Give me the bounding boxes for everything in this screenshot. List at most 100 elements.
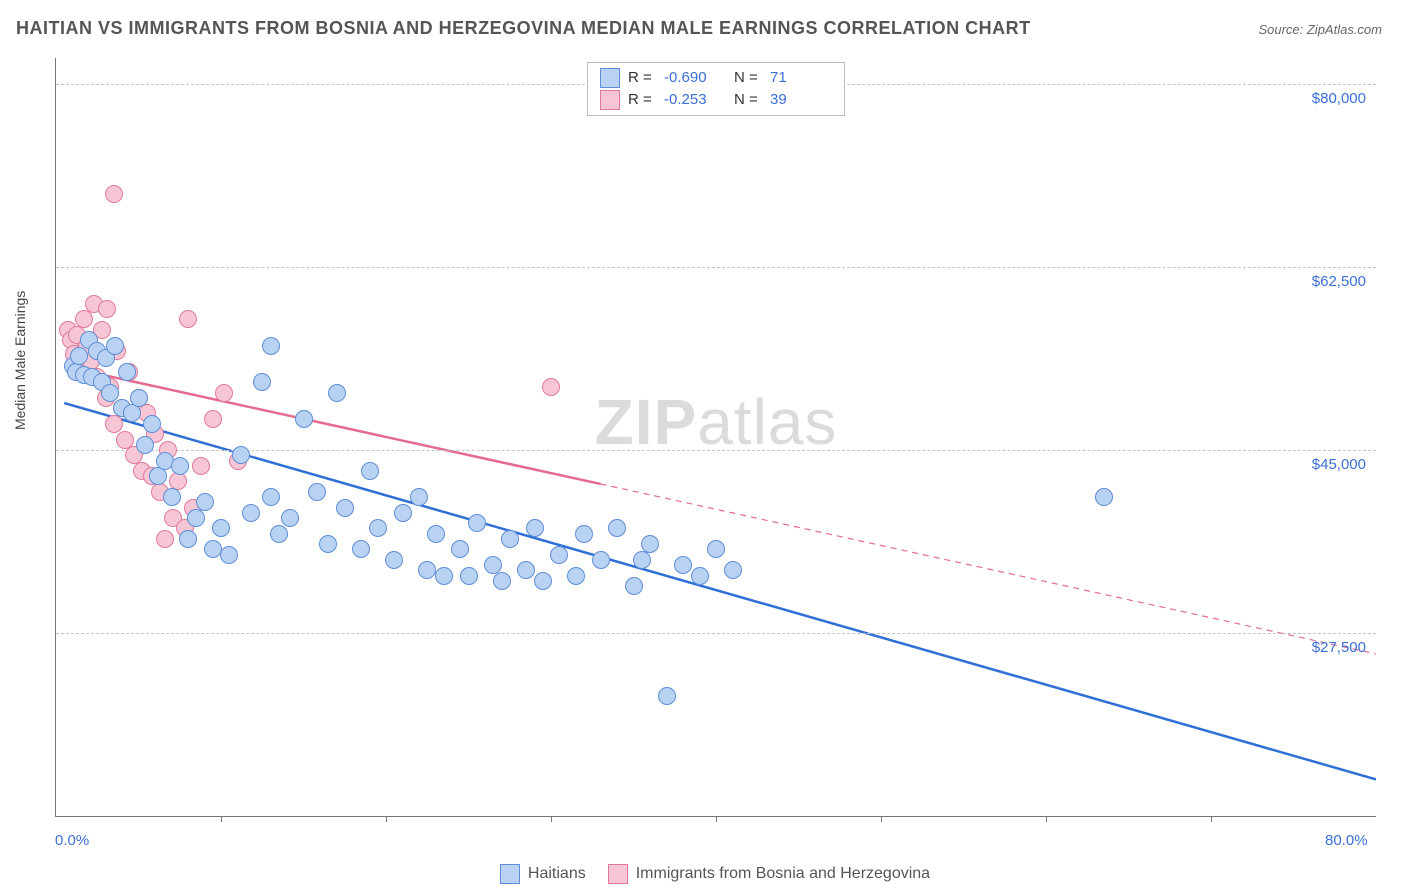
scatter-point — [70, 347, 88, 365]
scatter-point — [187, 509, 205, 527]
scatter-point — [336, 499, 354, 517]
x-tick — [551, 816, 552, 822]
scatter-point — [75, 310, 93, 328]
source-attribution: Source: ZipAtlas.com — [1258, 22, 1382, 37]
scatter-point — [501, 530, 519, 548]
legend-bottom: Haitians Immigrants from Bosnia and Herze… — [55, 864, 1375, 884]
scatter-point — [98, 300, 116, 318]
scatter-point — [130, 389, 148, 407]
scatter-point — [215, 384, 233, 402]
scatter-point — [196, 493, 214, 511]
scatter-point — [212, 519, 230, 537]
y-axis-label: Median Male Earnings — [12, 291, 28, 430]
scatter-plot-area: ZIPatlas $27,500$45,000$62,500$80,000R =… — [55, 58, 1376, 817]
legend-item: Immigrants from Bosnia and Herzegovina — [608, 864, 930, 884]
trend-line-dashed — [601, 484, 1377, 654]
scatter-point — [295, 410, 313, 428]
scatter-point — [262, 337, 280, 355]
x-axis-min-label: 0.0% — [55, 832, 89, 849]
scatter-point — [542, 378, 560, 396]
scatter-point — [220, 546, 238, 564]
scatter-point — [319, 535, 337, 553]
scatter-point — [253, 373, 271, 391]
x-axis-max-label: 80.0% — [1325, 832, 1368, 849]
scatter-point — [281, 509, 299, 527]
n-value: 71 — [770, 67, 832, 89]
source-name: ZipAtlas.com — [1307, 22, 1382, 37]
scatter-point — [106, 337, 124, 355]
scatter-point — [691, 567, 709, 585]
legend-label: Immigrants from Bosnia and Herzegovina — [636, 865, 930, 883]
r-value: -0.690 — [664, 67, 726, 89]
scatter-point — [118, 363, 136, 381]
scatter-point — [592, 551, 610, 569]
scatter-point — [143, 415, 161, 433]
y-tick-label: $45,000 — [1312, 456, 1366, 473]
scatter-point — [534, 572, 552, 590]
scatter-point — [328, 384, 346, 402]
scatter-point — [418, 561, 436, 579]
r-label: R = — [628, 89, 656, 111]
scatter-point — [192, 457, 210, 475]
r-value: -0.253 — [664, 89, 726, 111]
scatter-point — [369, 519, 387, 537]
scatter-point — [460, 567, 478, 585]
scatter-point — [641, 535, 659, 553]
scatter-point — [1095, 488, 1113, 506]
scatter-point — [171, 457, 189, 475]
scatter-point — [204, 410, 222, 428]
scatter-point — [410, 488, 428, 506]
x-tick — [1211, 816, 1212, 822]
scatter-point — [123, 404, 141, 422]
scatter-point — [451, 540, 469, 558]
legend-swatch — [500, 864, 520, 884]
scatter-point — [658, 687, 676, 705]
chart-title: HAITIAN VS IMMIGRANTS FROM BOSNIA AND HE… — [16, 18, 1031, 39]
x-tick — [386, 816, 387, 822]
scatter-point — [204, 540, 222, 558]
scatter-point — [435, 567, 453, 585]
x-tick — [881, 816, 882, 822]
trend-lines-layer — [56, 58, 1376, 816]
scatter-point — [149, 467, 167, 485]
scatter-point — [707, 540, 725, 558]
trend-line — [64, 403, 1376, 779]
n-label: N = — [734, 89, 762, 111]
scatter-point — [674, 556, 692, 574]
r-label: R = — [628, 67, 656, 89]
x-tick — [716, 816, 717, 822]
y-tick-label: $80,000 — [1312, 90, 1366, 107]
scatter-point — [550, 546, 568, 564]
legend-swatch — [600, 68, 620, 88]
scatter-point — [262, 488, 280, 506]
scatter-point — [179, 530, 197, 548]
scatter-point — [385, 551, 403, 569]
scatter-point — [493, 572, 511, 590]
gridline — [56, 450, 1376, 451]
legend-label: Haitians — [528, 865, 586, 883]
scatter-point — [526, 519, 544, 537]
scatter-point — [517, 561, 535, 579]
scatter-point — [633, 551, 651, 569]
scatter-point — [179, 310, 197, 328]
scatter-point — [625, 577, 643, 595]
scatter-point — [163, 488, 181, 506]
scatter-point — [567, 567, 585, 585]
scatter-point — [156, 530, 174, 548]
correlation-legend-row: R = -0.253N = 39 — [600, 89, 832, 111]
scatter-point — [101, 384, 119, 402]
scatter-point — [427, 525, 445, 543]
gridline — [56, 267, 1376, 268]
y-tick-label: $27,500 — [1312, 639, 1366, 656]
scatter-point — [352, 540, 370, 558]
gridline — [56, 633, 1376, 634]
source-label: Source: — [1258, 22, 1306, 37]
scatter-point — [105, 415, 123, 433]
y-tick-label: $62,500 — [1312, 273, 1366, 290]
scatter-point — [575, 525, 593, 543]
correlation-legend: R = -0.690N = 71R = -0.253N = 39 — [587, 62, 845, 116]
scatter-point — [468, 514, 486, 532]
scatter-point — [608, 519, 626, 537]
legend-swatch — [600, 90, 620, 110]
legend-swatch — [608, 864, 628, 884]
